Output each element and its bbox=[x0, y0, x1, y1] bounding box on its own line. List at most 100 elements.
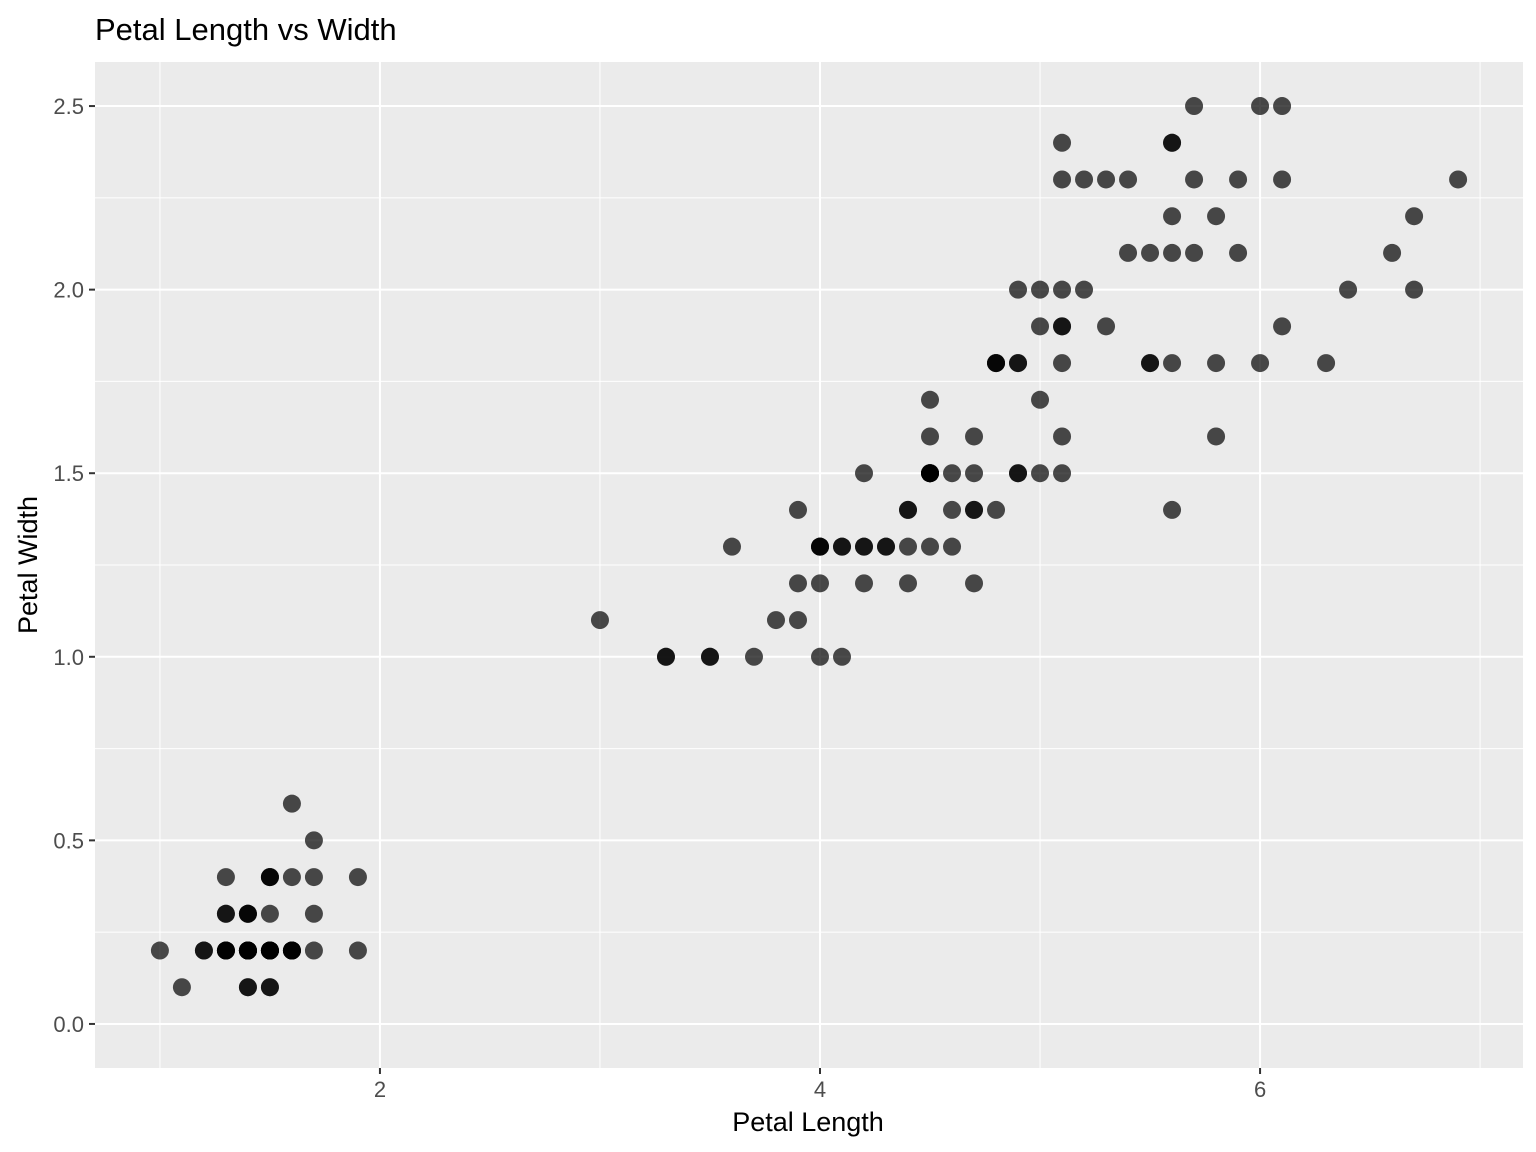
data-point bbox=[788, 611, 807, 630]
data-point bbox=[943, 464, 962, 483]
data-point bbox=[965, 574, 984, 593]
data-point bbox=[1185, 243, 1204, 262]
data-point bbox=[1207, 427, 1226, 446]
data-point bbox=[1185, 97, 1204, 116]
data-point bbox=[304, 868, 323, 887]
data-point bbox=[1053, 354, 1072, 373]
data-point bbox=[1273, 170, 1292, 189]
data-point bbox=[921, 427, 940, 446]
data-point bbox=[1053, 133, 1072, 152]
data-point bbox=[987, 500, 1006, 519]
data-point bbox=[788, 574, 807, 593]
x-tick-label: 2 bbox=[374, 1077, 386, 1102]
data-point bbox=[833, 647, 852, 666]
y-tick-label: 2.5 bbox=[53, 94, 84, 119]
y-tick-label: 0.5 bbox=[53, 828, 84, 853]
major-gridlines bbox=[95, 62, 1523, 1068]
data-point bbox=[1009, 464, 1028, 483]
data-point bbox=[216, 941, 235, 960]
y-tick-label: 0.0 bbox=[53, 1012, 84, 1037]
data-point bbox=[965, 427, 984, 446]
data-point bbox=[921, 464, 940, 483]
data-point bbox=[1075, 170, 1094, 189]
data-point bbox=[1317, 354, 1336, 373]
data-point bbox=[965, 464, 984, 483]
data-point bbox=[1405, 207, 1424, 226]
data-point bbox=[1141, 354, 1160, 373]
y-tick-label: 2.0 bbox=[53, 278, 84, 303]
data-point bbox=[1339, 280, 1358, 299]
data-point bbox=[877, 537, 896, 556]
y-tick-label: 1.0 bbox=[53, 645, 84, 670]
data-point bbox=[260, 868, 279, 887]
data-point bbox=[304, 904, 323, 923]
data-point bbox=[722, 537, 741, 556]
data-point bbox=[1053, 317, 1072, 336]
data-point bbox=[238, 904, 257, 923]
data-point bbox=[216, 868, 235, 887]
data-point bbox=[1119, 170, 1138, 189]
data-point bbox=[150, 941, 169, 960]
data-point bbox=[811, 574, 830, 593]
data-point bbox=[943, 537, 962, 556]
data-point bbox=[1273, 97, 1292, 116]
data-point bbox=[1009, 280, 1028, 299]
data-point bbox=[1251, 354, 1270, 373]
data-point bbox=[943, 500, 962, 519]
data-point bbox=[238, 941, 257, 960]
data-point bbox=[700, 647, 719, 666]
data-point bbox=[1031, 280, 1050, 299]
minor-gridlines bbox=[95, 62, 1523, 1068]
data-point bbox=[1053, 170, 1072, 189]
data-point bbox=[1163, 243, 1182, 262]
data-point bbox=[282, 794, 301, 813]
data-point bbox=[1273, 317, 1292, 336]
data-point bbox=[1449, 170, 1468, 189]
data-point bbox=[1405, 280, 1424, 299]
data-point bbox=[304, 831, 323, 850]
data-point bbox=[811, 647, 830, 666]
data-point bbox=[1163, 354, 1182, 373]
data-point bbox=[1097, 170, 1116, 189]
data-point bbox=[216, 904, 235, 923]
data-point bbox=[260, 978, 279, 997]
data-point bbox=[1163, 500, 1182, 519]
data-point bbox=[1163, 207, 1182, 226]
data-point bbox=[811, 537, 830, 556]
x-axis-title: Petal Length bbox=[732, 1107, 884, 1137]
data-point bbox=[921, 390, 940, 409]
data-point bbox=[282, 868, 301, 887]
data-point bbox=[1119, 243, 1138, 262]
data-point bbox=[921, 537, 940, 556]
data-point bbox=[348, 868, 367, 887]
data-point bbox=[1163, 133, 1182, 152]
data-point bbox=[1031, 317, 1050, 336]
data-point bbox=[1097, 317, 1116, 336]
data-point bbox=[1207, 207, 1226, 226]
data-point bbox=[987, 354, 1006, 373]
data-point bbox=[1229, 170, 1248, 189]
data-point bbox=[855, 574, 874, 593]
data-point bbox=[899, 574, 918, 593]
data-point bbox=[899, 537, 918, 556]
data-point bbox=[194, 941, 213, 960]
data-point bbox=[260, 904, 279, 923]
data-point bbox=[1053, 464, 1072, 483]
data-point bbox=[238, 978, 257, 997]
data-point bbox=[1031, 464, 1050, 483]
data-point bbox=[172, 978, 191, 997]
data-point bbox=[1053, 280, 1072, 299]
data-point bbox=[1229, 243, 1248, 262]
data-point bbox=[1053, 427, 1072, 446]
data-point bbox=[348, 941, 367, 960]
data-point bbox=[965, 500, 984, 519]
data-point bbox=[788, 500, 807, 519]
data-point bbox=[744, 647, 763, 666]
data-point bbox=[656, 647, 675, 666]
data-point bbox=[1383, 243, 1402, 262]
data-point bbox=[1141, 243, 1160, 262]
x-tick-label: 4 bbox=[814, 1077, 826, 1102]
y-tick-label: 1.5 bbox=[53, 461, 84, 486]
data-point bbox=[260, 941, 279, 960]
